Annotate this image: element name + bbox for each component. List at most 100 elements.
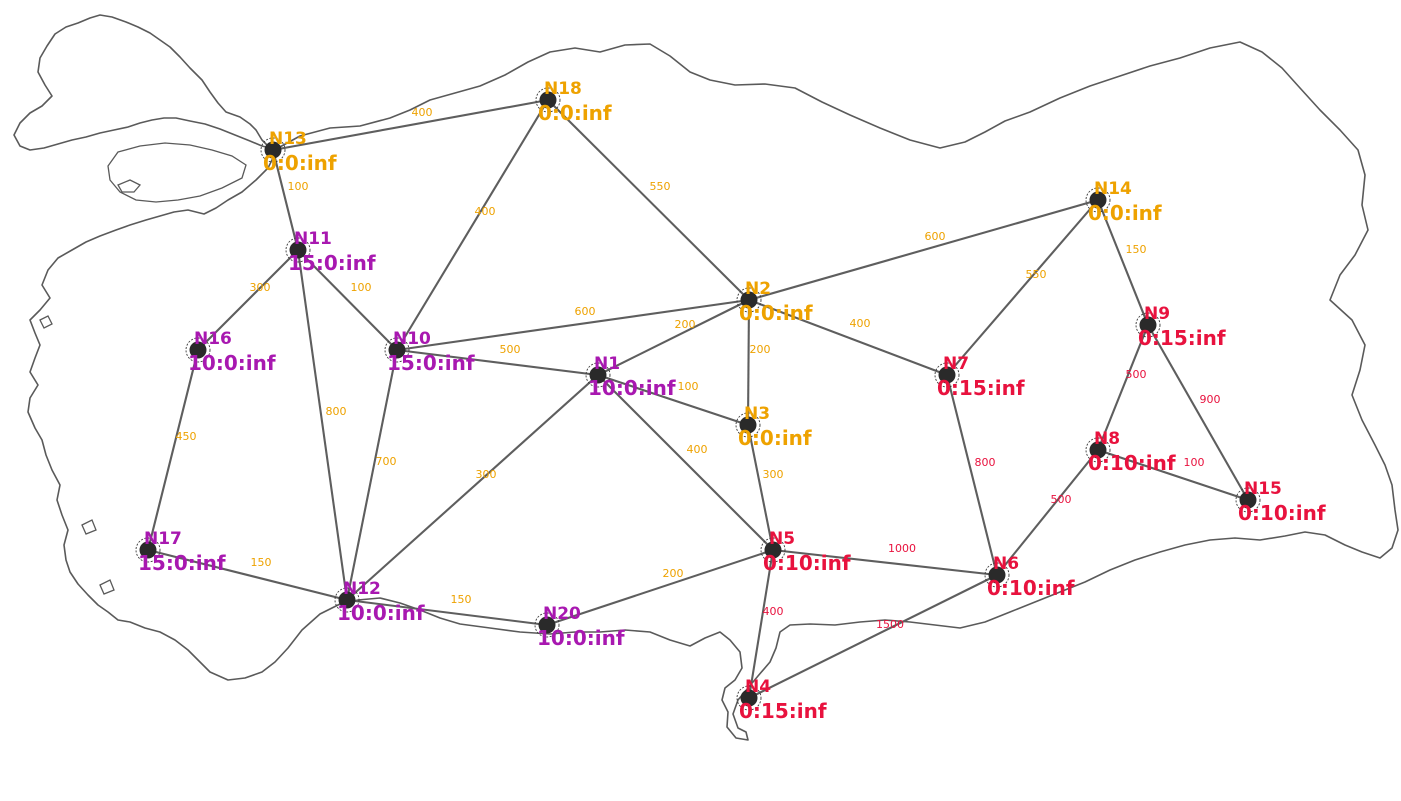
node-id-label: N5 <box>769 529 795 549</box>
edge-n1-n5 <box>597 374 774 551</box>
island-4 <box>99 579 115 595</box>
node-n2[interactable]: N20:0:inf <box>736 279 813 325</box>
edge-label-layer: 400 100 400 550 600 550 150 300 100 800 600 500 700 2… <box>176 106 1221 631</box>
edge-n11-n16 <box>197 249 299 351</box>
edge-n10-n1 <box>396 348 599 377</box>
edge-weight-label: 100 <box>288 180 309 193</box>
edge-weight-label: 800 <box>975 456 996 469</box>
node-marker <box>1239 491 1257 509</box>
edge-weight-label: 600 <box>575 305 596 318</box>
node-value-label: 0:15:inf <box>739 699 827 723</box>
edge-weight-label: 100 <box>678 380 699 393</box>
node-n7[interactable]: N70:15:inf <box>934 354 1025 400</box>
node-n8[interactable]: N80:10:inf <box>1085 429 1176 475</box>
node-marker <box>1089 441 1107 459</box>
edge-n2-n14 <box>748 198 1099 302</box>
edge-n10-n2 <box>396 298 750 352</box>
edge-weight-label: 300 <box>763 468 784 481</box>
edge-n14-n9 <box>1097 199 1149 326</box>
edge-weight-label: 200 <box>663 567 684 580</box>
node-marker <box>338 591 356 609</box>
node-id-label: N11 <box>294 229 332 249</box>
node-id-label: N15 <box>1244 479 1282 499</box>
node-value-label: 0:15:inf <box>937 376 1025 400</box>
edge-n11-n12 <box>296 249 349 601</box>
node-value-label: 0:0:inf <box>538 101 612 125</box>
edge-weight-label: 900 <box>1200 393 1221 406</box>
node-value-label: 0:10:inf <box>1088 451 1176 475</box>
node-value-label: 10:0:inf <box>188 351 276 375</box>
node-halo <box>384 337 410 363</box>
edge-weight-label: 400 <box>763 605 784 618</box>
node-id-label: N2 <box>745 279 771 299</box>
node-marker <box>289 241 307 259</box>
edge-n2-n3 <box>746 299 751 426</box>
node-halo <box>934 362 960 388</box>
edge-n5-n4 <box>747 549 775 699</box>
node-halo <box>260 137 286 163</box>
node-halo <box>285 237 311 263</box>
node-value-label: 0:0:inf <box>738 426 812 450</box>
edge-n2-n7 <box>748 299 948 376</box>
node-n4[interactable]: N40:15:inf <box>736 677 827 723</box>
node-marker <box>139 541 157 559</box>
node-n5[interactable]: N50:10:inf <box>760 529 851 575</box>
node-n6[interactable]: N60:10:inf <box>984 554 1075 600</box>
edge-weight-label: 550 <box>650 180 671 193</box>
node-id-label: N4 <box>745 677 771 697</box>
node-value-label: 0:10:inf <box>763 551 851 575</box>
edge-n5-n6 <box>772 548 998 577</box>
edge-weight-label: 550 <box>1026 268 1047 281</box>
edge-weight-label: 1000 <box>888 542 916 555</box>
node-n3[interactable]: N30:0:inf <box>735 404 812 450</box>
edge-weight-label: 150 <box>451 593 472 606</box>
node-marker <box>1089 191 1107 209</box>
node-marker <box>988 566 1006 584</box>
node-halo <box>736 685 762 711</box>
node-id-label: N1 <box>594 354 620 374</box>
edge-n13-n18 <box>272 98 549 152</box>
node-halo <box>736 287 762 313</box>
edge-weight-label: 500 <box>500 343 521 356</box>
edge-weight-label: 300 <box>250 281 271 294</box>
node-value-label: 10:0:inf <box>337 601 425 625</box>
node-id-label: N9 <box>1144 304 1170 324</box>
node-halo <box>1135 312 1161 338</box>
edge-weight-label: 1500 <box>876 618 904 631</box>
node-value-label: 0:0:inf <box>263 151 337 175</box>
edge-weight-label: 700 <box>376 455 397 468</box>
edge-n9-n15 <box>1147 324 1249 501</box>
node-id-label: N20 <box>543 604 581 624</box>
node-halo <box>760 537 786 563</box>
node-halo <box>534 612 560 638</box>
node-marker <box>740 689 758 707</box>
thrace-outline <box>13 14 271 151</box>
edge-n8-n9 <box>1097 324 1149 451</box>
node-halo <box>535 87 561 113</box>
node-value-label: 0:0:inf <box>1088 201 1162 225</box>
edge-weight-label: 300 <box>476 468 497 481</box>
node-halo <box>984 562 1010 588</box>
node-value-label: 10:0:inf <box>537 626 625 650</box>
edge-n10-n12 <box>345 349 399 601</box>
edge-weight-label: 400 <box>687 443 708 456</box>
anatolia-outline <box>27 41 1399 741</box>
edge-n1-n3 <box>597 374 749 426</box>
edge-weight-label: 400 <box>850 317 871 330</box>
node-id-label: N18 <box>544 79 582 99</box>
edge-n4-n6 <box>748 574 998 699</box>
node-n9[interactable]: N90:15:inf <box>1135 304 1226 350</box>
node-marker <box>388 341 406 359</box>
edge-n14-n7 <box>946 199 1099 376</box>
